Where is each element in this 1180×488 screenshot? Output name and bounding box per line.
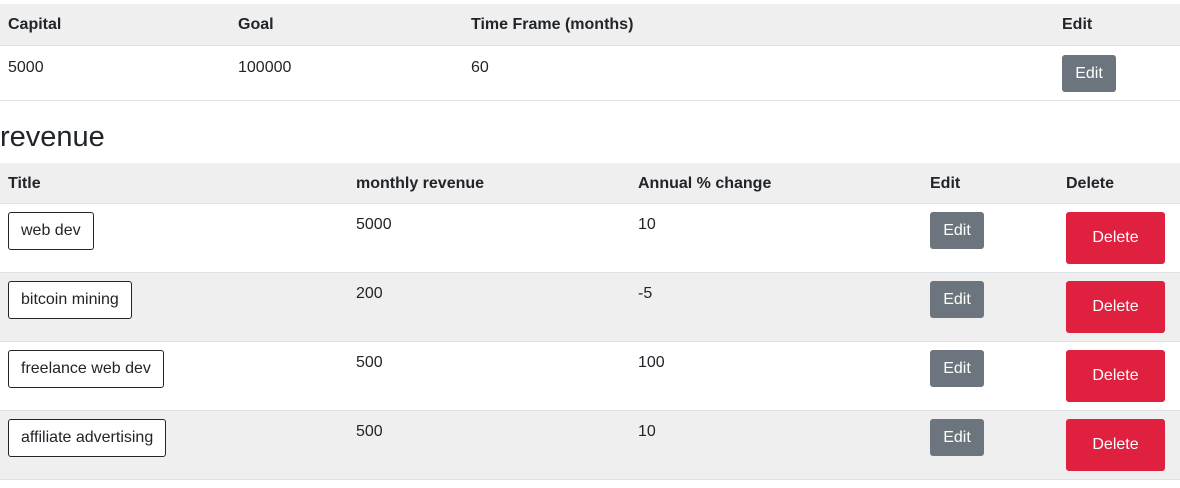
edit-button[interactable]: Edit [930,419,984,456]
header-capital: Capital [0,4,230,46]
table-row: freelance web dev 500 100 Edit Delete [0,341,1180,411]
settings-edit-button[interactable]: Edit [1062,54,1116,92]
title-cell: web dev [0,203,348,273]
delete-button[interactable]: Delete [1066,212,1165,264]
header-edit: Edit [922,162,1058,204]
annual-change-cell: -5 [630,272,922,342]
revenue-title[interactable]: bitcoin mining [8,281,132,319]
settings-table: Capital Goal Time Frame (months) Edit 50… [0,4,1180,101]
capital-value: 5000 [0,45,230,101]
header-monthly-revenue: monthly revenue [348,162,630,204]
revenue-heading: revenue [0,120,105,153]
table-row: affiliate advertising 500 10 Edit Delete [0,410,1180,480]
header-time-frame: Time Frame (months) [463,4,1054,46]
settings-edit-cell: Edit [1054,45,1180,101]
monthly-revenue-cell: 5000 [348,203,630,273]
table-row: web dev 5000 10 Edit Delete [0,203,1180,273]
delete-button[interactable]: Delete [1066,350,1165,402]
edit-button[interactable]: Edit [930,350,984,387]
header-annual-change: Annual % change [630,162,922,204]
edit-button[interactable]: Edit [930,281,984,318]
title-cell: bitcoin mining [0,272,348,342]
monthly-revenue-cell: 500 [348,410,630,480]
header-edit: Edit [1054,4,1180,46]
annual-change-cell: 100 [630,341,922,411]
edit-button[interactable]: Edit [930,212,984,249]
delete-cell: Delete [1058,341,1180,411]
revenue-title[interactable]: freelance web dev [8,350,164,388]
delete-button[interactable]: Delete [1066,419,1165,471]
annual-change-cell: 10 [630,410,922,480]
monthly-revenue-cell: 500 [348,341,630,411]
annual-change-cell: 10 [630,203,922,273]
header-goal: Goal [230,4,463,46]
header-title: Title [0,162,348,204]
header-delete: Delete [1058,162,1180,204]
table-row: bitcoin mining 200 -5 Edit Delete [0,272,1180,342]
delete-cell: Delete [1058,272,1180,342]
monthly-revenue-cell: 200 [348,272,630,342]
edit-cell: Edit [922,341,1058,411]
settings-header-row: Capital Goal Time Frame (months) Edit [0,4,1180,46]
goal-value: 100000 [230,45,463,101]
delete-cell: Delete [1058,203,1180,273]
title-cell: freelance web dev [0,341,348,411]
delete-button[interactable]: Delete [1066,281,1165,333]
time-frame-value: 60 [463,45,1054,101]
title-cell: affiliate advertising [0,410,348,480]
revenue-table: Title monthly revenue Annual % change Ed… [0,162,1180,480]
delete-cell: Delete [1058,410,1180,480]
edit-cell: Edit [922,272,1058,342]
revenue-title[interactable]: web dev [8,212,94,250]
settings-row: 5000 100000 60 Edit [0,45,1180,101]
edit-cell: Edit [922,203,1058,273]
revenue-header-row: Title monthly revenue Annual % change Ed… [0,162,1180,204]
edit-cell: Edit [922,410,1058,480]
revenue-title[interactable]: affiliate advertising [8,419,167,457]
